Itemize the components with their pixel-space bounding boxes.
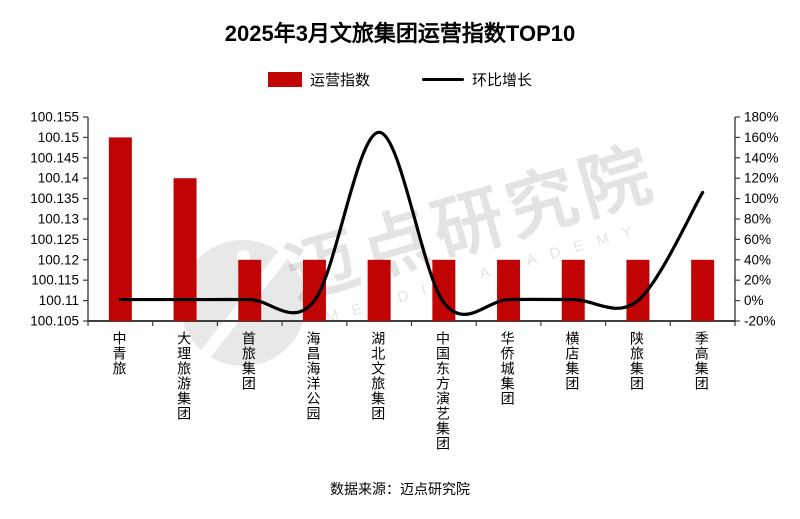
bar-横店集团 (561, 259, 585, 321)
y-right-tick-label: 40% (744, 252, 771, 267)
y-left-tick-label: 100.14 (38, 171, 80, 186)
y-right-tick-label: 180% (744, 110, 779, 125)
y-left-tick-label: 100.15 (38, 130, 79, 145)
y-right-tick-label: 20% (744, 273, 771, 288)
bar-series-swatch (267, 72, 302, 87)
line-series-swatch (422, 77, 464, 82)
legend-item-mom-growth: 环比增长 (422, 69, 532, 90)
y-left-tick-label: 100.12 (38, 252, 79, 267)
bar-季高集团 (691, 259, 715, 321)
bar-华侨城集团 (497, 259, 521, 321)
y-left-tick-label: 100.115 (31, 273, 79, 288)
legend-item-operating-index: 运营指数 (267, 69, 370, 90)
y-right-tick-label: -20% (744, 314, 776, 329)
bar-中青旅 (108, 137, 132, 321)
bar-中国东方演艺集团 (432, 259, 456, 321)
y-left-tick-label: 100.135 (30, 191, 79, 206)
chart-title: 2025年3月文旅集团运营指数TOP10 (224, 21, 576, 46)
legend-bar-label: 运营指数 (309, 72, 370, 89)
y-left-tick-label: 100.11 (39, 293, 79, 308)
legend-line-label: 环比增长 (472, 72, 533, 89)
y-right-tick-label: 160% (744, 130, 779, 145)
y-left-tick-label: 100.145 (30, 150, 79, 165)
y-left-tick-label: 100.13 (38, 212, 79, 227)
line-mom-growth (118, 130, 705, 316)
y-right-tick-label: 140% (744, 150, 779, 165)
y-right-tick-label: 60% (744, 232, 771, 247)
y-right-tick-label: 120% (744, 171, 779, 186)
bar-湖北文旅集团 (367, 259, 391, 321)
y-left-tick-label: 100.125 (30, 232, 79, 247)
bar-首旅集团 (238, 259, 262, 321)
data-source-note: 数据来源：迈点研究院 (330, 481, 470, 497)
y-right-tick-label: 100% (744, 191, 779, 206)
y-right-tick-label: 0% (744, 293, 764, 308)
bar-海昌海洋公园 (302, 259, 326, 321)
y-right-tick-label: 80% (744, 212, 771, 227)
chart-legend: 运营指数 环比增长 (0, 69, 800, 90)
y-left-tick-label: 100.105 (30, 314, 79, 329)
y-left-tick-label: 100.155 (30, 110, 79, 125)
